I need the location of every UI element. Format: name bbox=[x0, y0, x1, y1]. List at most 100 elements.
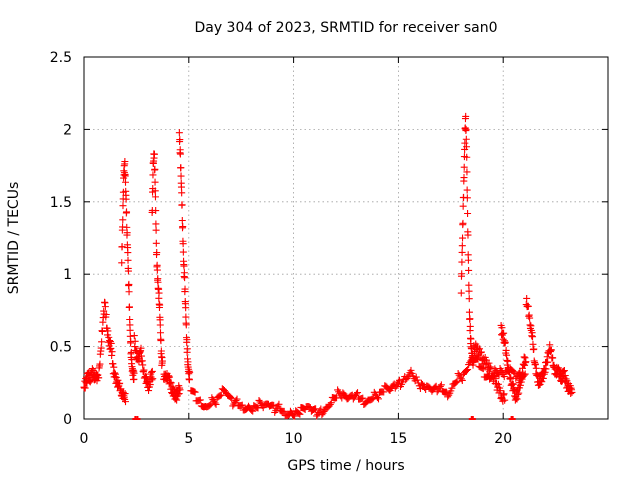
data-point bbox=[458, 258, 466, 266]
data-point bbox=[185, 376, 193, 384]
data-point bbox=[156, 301, 164, 309]
data-point bbox=[155, 289, 163, 297]
data-point bbox=[130, 369, 138, 377]
data-point bbox=[177, 172, 185, 180]
data-point bbox=[326, 400, 334, 408]
data-point bbox=[118, 259, 126, 267]
grid-layer bbox=[84, 57, 608, 419]
data-point bbox=[458, 242, 466, 250]
data-point bbox=[148, 367, 156, 375]
data-point bbox=[130, 375, 138, 383]
plot-frame bbox=[83, 56, 609, 420]
y-tick-label: 0.5 bbox=[50, 340, 72, 356]
data-point bbox=[178, 201, 186, 209]
data-point bbox=[374, 395, 382, 403]
data-point bbox=[178, 216, 186, 224]
data-point bbox=[466, 322, 474, 330]
data-point bbox=[152, 239, 160, 247]
data-point bbox=[485, 359, 493, 367]
x-tick-label: 15 bbox=[389, 431, 407, 447]
data-point bbox=[403, 374, 411, 382]
data-point bbox=[190, 388, 198, 396]
data-point bbox=[152, 207, 160, 215]
data-point bbox=[114, 376, 122, 384]
data-point bbox=[542, 365, 550, 373]
data-point bbox=[498, 324, 506, 332]
data-point bbox=[108, 348, 116, 356]
data-point bbox=[124, 249, 132, 257]
data-point bbox=[131, 337, 139, 345]
y-tick-label: 1 bbox=[63, 267, 72, 283]
data-point bbox=[102, 311, 110, 319]
data-point bbox=[206, 401, 214, 409]
data-point bbox=[181, 274, 189, 282]
data-point bbox=[130, 332, 138, 340]
data-point bbox=[151, 165, 159, 173]
data-point bbox=[516, 381, 524, 389]
data-point bbox=[186, 368, 194, 376]
data-point bbox=[444, 393, 452, 401]
data-point bbox=[81, 384, 89, 392]
data-point bbox=[458, 248, 466, 256]
data-point bbox=[151, 193, 159, 201]
data-point bbox=[541, 368, 549, 376]
data-point bbox=[462, 125, 470, 133]
data-point bbox=[98, 338, 106, 346]
data-point bbox=[119, 202, 127, 210]
data-point bbox=[157, 347, 165, 355]
data-point bbox=[275, 400, 283, 408]
data-point bbox=[341, 391, 349, 399]
data-point bbox=[165, 372, 173, 380]
data-point bbox=[478, 364, 486, 372]
data-point bbox=[477, 348, 485, 356]
data-point bbox=[507, 373, 515, 381]
x-tick-label: 5 bbox=[184, 431, 193, 447]
data-point bbox=[116, 379, 124, 387]
data-point bbox=[157, 337, 165, 345]
data-point bbox=[135, 358, 143, 366]
data-point bbox=[173, 396, 181, 404]
data-point bbox=[462, 135, 470, 143]
data-point bbox=[412, 373, 420, 381]
data-point bbox=[179, 248, 187, 256]
data-point bbox=[514, 390, 522, 398]
data-point bbox=[523, 294, 531, 302]
data-point bbox=[125, 303, 133, 311]
data-point bbox=[140, 366, 148, 374]
data-point bbox=[463, 366, 471, 374]
data-point bbox=[233, 395, 241, 403]
data-point bbox=[517, 378, 525, 386]
x-tick-label: 20 bbox=[494, 431, 512, 447]
data-point bbox=[464, 366, 472, 374]
data-point bbox=[466, 315, 474, 323]
data-point bbox=[217, 391, 225, 399]
data-point bbox=[463, 143, 471, 151]
data-point bbox=[327, 399, 335, 407]
data-point bbox=[368, 395, 376, 403]
data-point bbox=[153, 266, 161, 274]
data-point bbox=[176, 136, 184, 144]
data-point bbox=[359, 394, 367, 402]
data-point bbox=[470, 358, 478, 366]
data-point bbox=[148, 376, 156, 384]
data-point bbox=[526, 314, 534, 322]
data-point bbox=[125, 288, 133, 296]
data-point bbox=[459, 219, 467, 227]
data-point bbox=[95, 374, 103, 382]
y-axis-label: SRMTID / TECUs bbox=[6, 182, 22, 295]
data-point bbox=[86, 378, 94, 386]
data-point bbox=[280, 407, 288, 415]
data-point bbox=[179, 240, 187, 248]
data-point bbox=[248, 406, 256, 414]
data-point bbox=[152, 226, 160, 234]
data-point bbox=[499, 391, 507, 399]
data-point bbox=[181, 285, 189, 293]
data-point bbox=[211, 399, 219, 407]
data-point bbox=[156, 321, 164, 329]
data-point bbox=[524, 302, 532, 310]
data-point bbox=[452, 378, 460, 386]
data-point bbox=[295, 409, 303, 417]
data-point bbox=[530, 345, 538, 353]
data-point bbox=[352, 390, 360, 398]
